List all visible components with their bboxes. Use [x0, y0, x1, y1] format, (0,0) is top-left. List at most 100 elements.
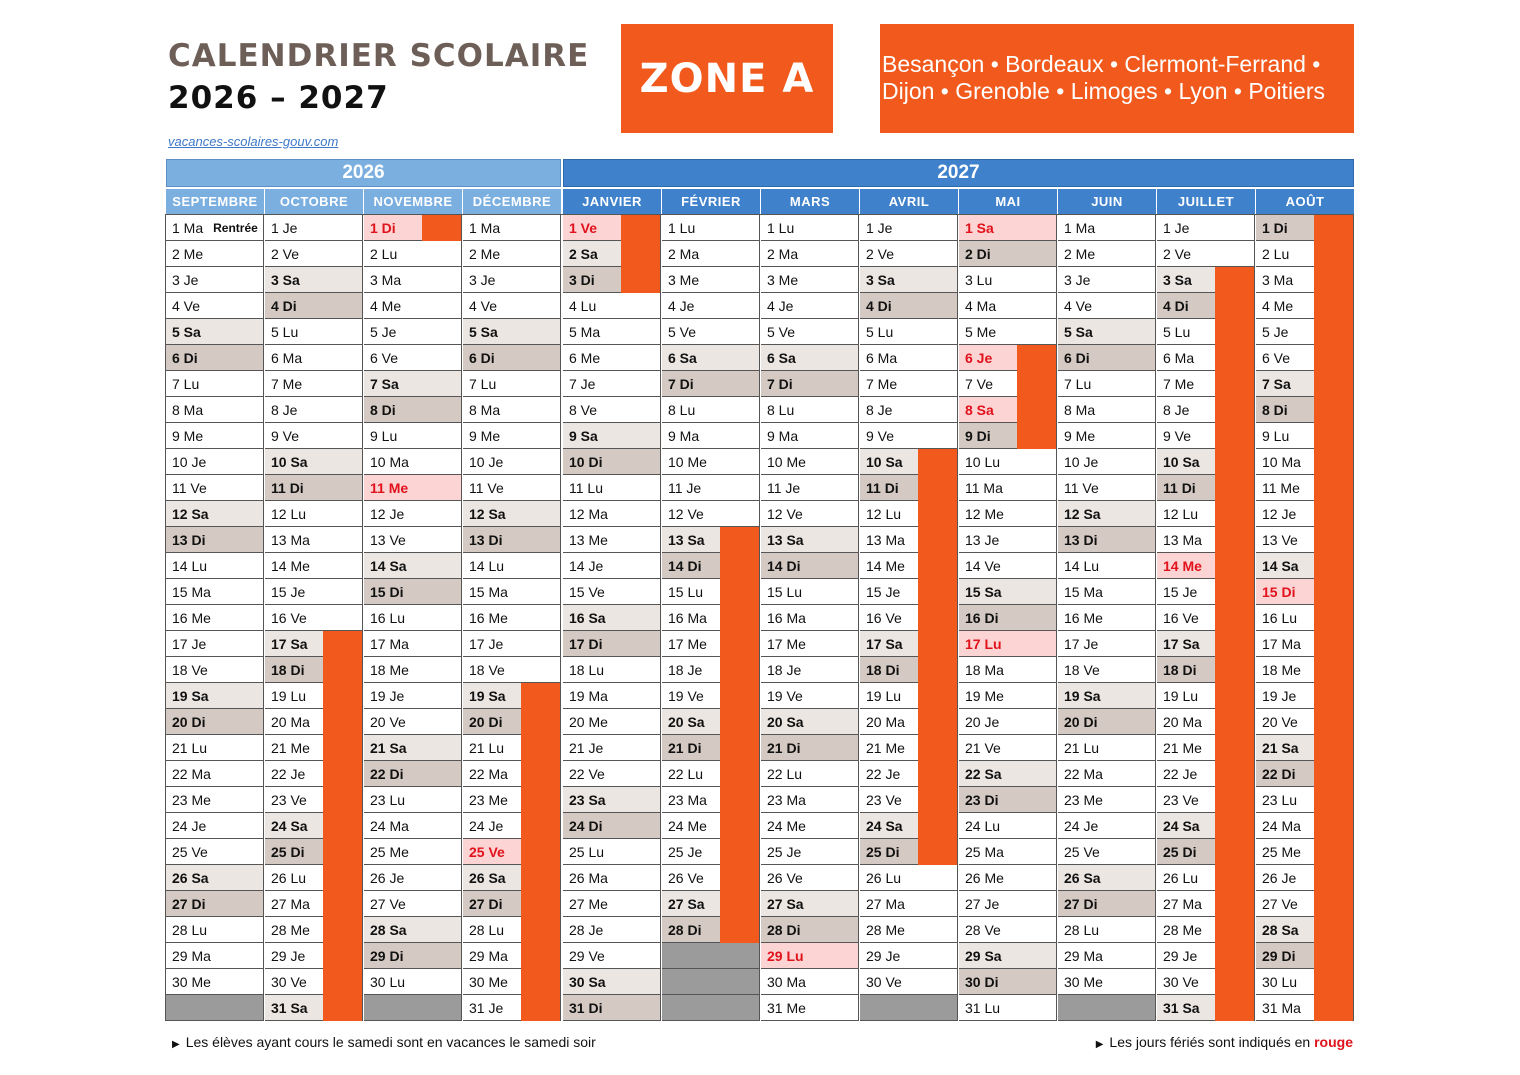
day-cell: 12 Je [1256, 501, 1354, 527]
day-label: 14 Lu [469, 557, 505, 574]
day-label: 18 Me [1262, 661, 1301, 678]
day-cell: 1 Ma [1058, 215, 1156, 241]
day-cell: 3 Ma [364, 267, 462, 293]
day-label: 5 Ve [668, 323, 697, 340]
day-cell: 5 Ma [563, 319, 661, 345]
day-label: 30 Lu [1262, 973, 1298, 990]
day-label: 17 Je [1064, 635, 1099, 652]
vacation-marker [1215, 813, 1254, 839]
day-label: 31 Je [469, 999, 504, 1016]
day-cell: 11 Ve [166, 475, 264, 501]
day-cell: 4 Di [1157, 293, 1255, 319]
day-label: 30 Ve [866, 973, 902, 990]
day-label: 17 Lu [965, 635, 1002, 652]
vacation-marker [1314, 683, 1353, 709]
day-cell: 15 Di [364, 579, 462, 605]
day-cell: 8 Je [1157, 397, 1255, 423]
day-label: 11 Je [668, 479, 702, 496]
day-label: 11 Di [866, 479, 899, 496]
day-label: 15 Di [1262, 583, 1296, 600]
day-label: 20 Ma [271, 713, 310, 730]
day-label: 10 Je [1064, 453, 1099, 470]
day-cell: 5 Me [959, 319, 1057, 345]
vacation-marker [521, 917, 560, 943]
day-label: 26 Ve [767, 869, 803, 886]
vacation-marker [323, 943, 362, 969]
day-label: 6 Me [569, 349, 601, 366]
vacation-marker [323, 813, 362, 839]
day-cell: 7 Sa [1256, 371, 1354, 397]
day-cell: 14 Lu [463, 553, 561, 579]
day-label: 18 Di [1163, 661, 1197, 678]
day-cell: 31 Ma [1256, 995, 1354, 1021]
day-cell: 8 Sa [959, 397, 1057, 423]
vacation-marker [1314, 657, 1353, 683]
day-cell: 23 Sa [563, 787, 661, 813]
day-cell: 13 Sa [662, 527, 760, 553]
day-cell: 9 Ma [761, 423, 859, 449]
vacation-marker [521, 813, 560, 839]
day-label: 1 Sa [965, 219, 994, 236]
day-cell: 19 Me [959, 683, 1057, 709]
day-cell: 17 Je [166, 631, 264, 657]
day-cell: 29 Ve [563, 943, 661, 969]
day-cell: 31 Me [761, 995, 859, 1021]
day-label: 7 Lu [172, 375, 200, 392]
vacation-marker [1314, 449, 1353, 475]
day-label: 9 Me [172, 427, 204, 444]
day-cell: 26 Je [364, 865, 462, 891]
day-cell: 3 Je [463, 267, 561, 293]
day-cell: 14 Me [860, 553, 958, 579]
day-label: 27 Ve [1262, 895, 1298, 912]
vacation-marker [918, 683, 957, 709]
day-label: 21 Me [1163, 739, 1202, 756]
vacation-marker [1215, 761, 1254, 787]
day-label: 16 Ve [271, 609, 307, 626]
day-label: 16 Sa [569, 609, 606, 626]
vacation-marker [521, 969, 560, 995]
day-label: 21 Di [668, 739, 702, 756]
day-cell: 27 Sa [761, 891, 859, 917]
vacation-marker [1215, 891, 1254, 917]
day-label: 20 Sa [767, 713, 804, 730]
day-cell: 17 Je [463, 631, 561, 657]
day-label: 9 Ve [866, 427, 895, 444]
cities-line-2: Dijon • Grenoble • Limoges • Lyon • Poit… [882, 78, 1326, 104]
day-cell: 6 Di [463, 345, 561, 371]
day-label: 7 Lu [1064, 375, 1092, 392]
day-label: 15 Ma [469, 583, 508, 600]
vacation-marker [323, 969, 362, 995]
day-label: 23 Di [965, 791, 999, 808]
vacation-marker [521, 943, 560, 969]
day-label: 30 Ve [1163, 973, 1199, 990]
vacation-marker [720, 839, 759, 865]
vacation-marker [720, 579, 759, 605]
day-label: 17 Sa [1163, 635, 1200, 652]
day-cell: 24 Di [563, 813, 661, 839]
vacation-marker [720, 683, 759, 709]
site-link[interactable]: vacances-scolaires-gouv.com [168, 134, 339, 149]
day-cell: 26 Lu [265, 865, 363, 891]
day-cell: 31 Sa [1157, 995, 1255, 1021]
day-label: 3 Sa [271, 271, 300, 288]
vacation-marker [1314, 839, 1353, 865]
day-label: 1 Di [370, 219, 396, 236]
day-label: 25 Ma [965, 843, 1004, 860]
day-cell: 13 Di [463, 527, 561, 553]
day-cell: 20 Di [463, 709, 561, 735]
day-label: 29 Ve [569, 947, 605, 964]
day-cell: 1 Ma [463, 215, 561, 241]
day-label: 16 Me [469, 609, 508, 626]
day-label: 12 Ve [668, 505, 704, 522]
day-cell: 29 Ma [463, 943, 561, 969]
day-label: 3 Je [1064, 271, 1091, 288]
vacation-marker [1314, 891, 1353, 917]
day-cell: 25 Di [265, 839, 363, 865]
vacation-marker [1314, 865, 1353, 891]
day-cell: 11 Di [1157, 475, 1255, 501]
day-cell: 27 Di [1058, 891, 1156, 917]
day-cell: 19 Ma [563, 683, 661, 709]
vacation-marker [323, 709, 362, 735]
day-cell: 7 Ve [959, 371, 1057, 397]
day-cell: 12 Ve [662, 501, 760, 527]
